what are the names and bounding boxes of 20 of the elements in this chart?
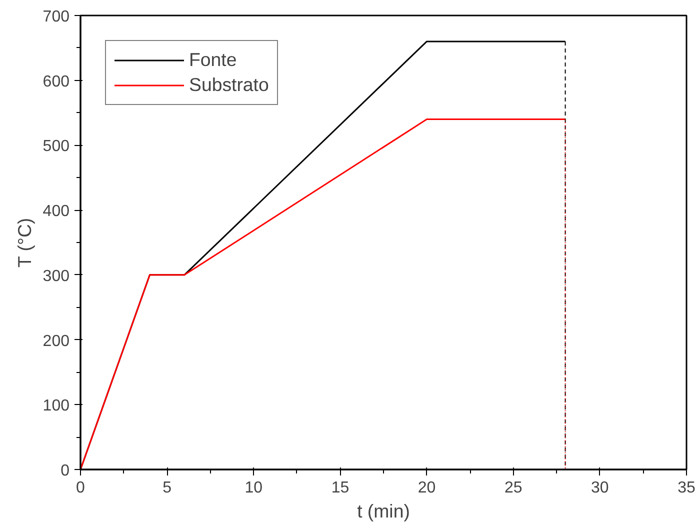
y-axis-title: T (°C) [14,218,35,268]
x-tick-label: 5 [162,480,172,496]
y-tick-label: 600 [42,73,70,90]
x-tick-label: 35 [678,480,696,496]
x-tick-label: 0 [76,480,86,496]
x-tick-label: 20 [418,480,436,496]
legend-label: Substrato [189,74,269,96]
y-tick-label: 700 [42,8,70,26]
y-tick-label: 500 [42,138,70,156]
y-tick-label: 200 [42,332,70,350]
legend-label: Fonte [189,49,237,71]
y-tick-label: 300 [42,268,70,285]
x-axis-title: t (min) [357,500,410,522]
x-tick-label: 25 [504,480,522,496]
x-tick-label: 15 [331,480,350,496]
y-tick-label: 100 [42,398,70,415]
x-tick-label: 30 [591,480,609,496]
x-tick-label: 10 [244,480,263,496]
y-tick-label: 400 [42,203,70,220]
y-tick-label: 0 [60,462,70,480]
